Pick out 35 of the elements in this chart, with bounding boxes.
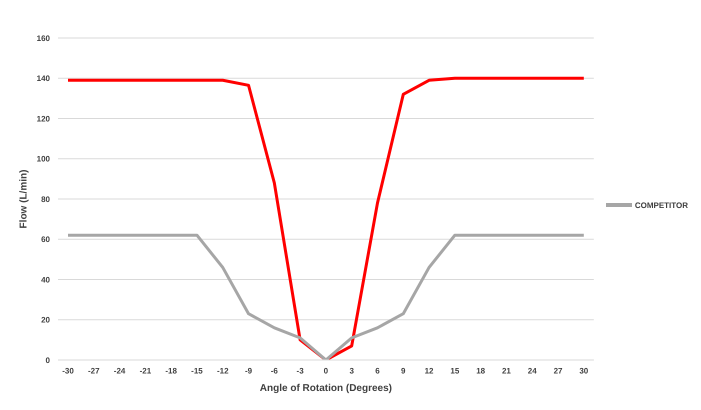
- x-tick-label: -15: [191, 366, 204, 376]
- x-tick-label: -6: [270, 366, 278, 376]
- line-series: [66, 76, 586, 360]
- x-tick-label: 30: [579, 366, 589, 376]
- y-tick-label: 120: [36, 114, 51, 124]
- y-tick-label: 60: [41, 235, 51, 244]
- x-tick-label: -24: [114, 366, 126, 376]
- x-tick-label: 6: [375, 366, 380, 376]
- x-tick-label: -18: [165, 366, 178, 376]
- y-tick-label: 100: [36, 154, 51, 164]
- x-tick-label: 12: [424, 366, 434, 376]
- y-tick-label: 20: [41, 316, 51, 325]
- x-tick-label: 3: [349, 366, 354, 376]
- y-tick-label: 140: [36, 74, 51, 84]
- y-tick-label: 160: [36, 34, 51, 43]
- y-tick-label: 80: [41, 194, 51, 204]
- x-tick-label: 18: [476, 366, 486, 376]
- legend-label: COMPETITOR: [634, 200, 688, 210]
- y-axis-title: Flow (L/min): [18, 170, 30, 228]
- line-series: [66, 234, 586, 360]
- x-tick-label: 21: [502, 366, 512, 376]
- x-tick-label: 0: [324, 366, 329, 376]
- x-tick-label: -30: [62, 366, 74, 376]
- x-tick-label: -27: [88, 366, 100, 376]
- x-tick-label: 9: [401, 366, 406, 376]
- x-tick-label: -12: [216, 366, 230, 376]
- x-tick-label: -9: [244, 366, 253, 376]
- x-axis-title: Angle of Rotation (Degrees): [260, 383, 392, 394]
- x-tick-label: 24: [528, 366, 538, 376]
- y-tick-label: 40: [41, 275, 51, 284]
- x-tick-label: -21: [140, 366, 152, 376]
- y-tick-label: 0: [46, 356, 51, 365]
- x-tick-label: 27: [554, 366, 564, 376]
- x-tick-label: 15: [450, 366, 460, 376]
- x-tick-label: -3: [296, 366, 304, 376]
